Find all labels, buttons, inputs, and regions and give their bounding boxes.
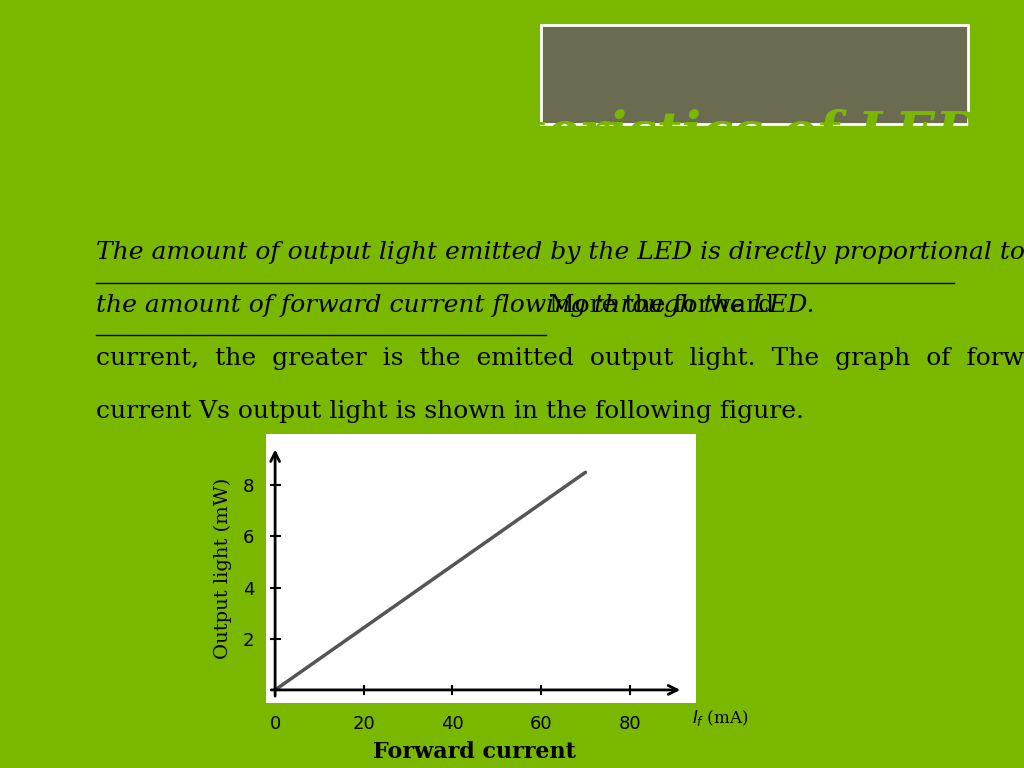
Y-axis label: Output light (mW): Output light (mW) — [214, 478, 231, 659]
Text: $I_f$ (mA): $I_f$ (mA) — [692, 708, 749, 728]
Text: current,  the  greater  is  the  emitted  output  light.  The  graph  of  forwar: current, the greater is the emitted outp… — [96, 347, 1024, 370]
Text: More the forward: More the forward — [542, 294, 774, 317]
Text: The amount of output light emitted by the LED is directly proportional to: The amount of output light emitted by th… — [96, 241, 1024, 264]
Text: Forward current: Forward current — [373, 741, 577, 763]
Bar — [542, 25, 969, 124]
Text: Output characteristics of LED: Output characteristics of LED — [96, 109, 981, 161]
Text: the amount of forward current flowing through the LED.: the amount of forward current flowing th… — [96, 294, 814, 317]
Text: current Vs output light is shown in the following figure.: current Vs output light is shown in the … — [96, 400, 804, 423]
